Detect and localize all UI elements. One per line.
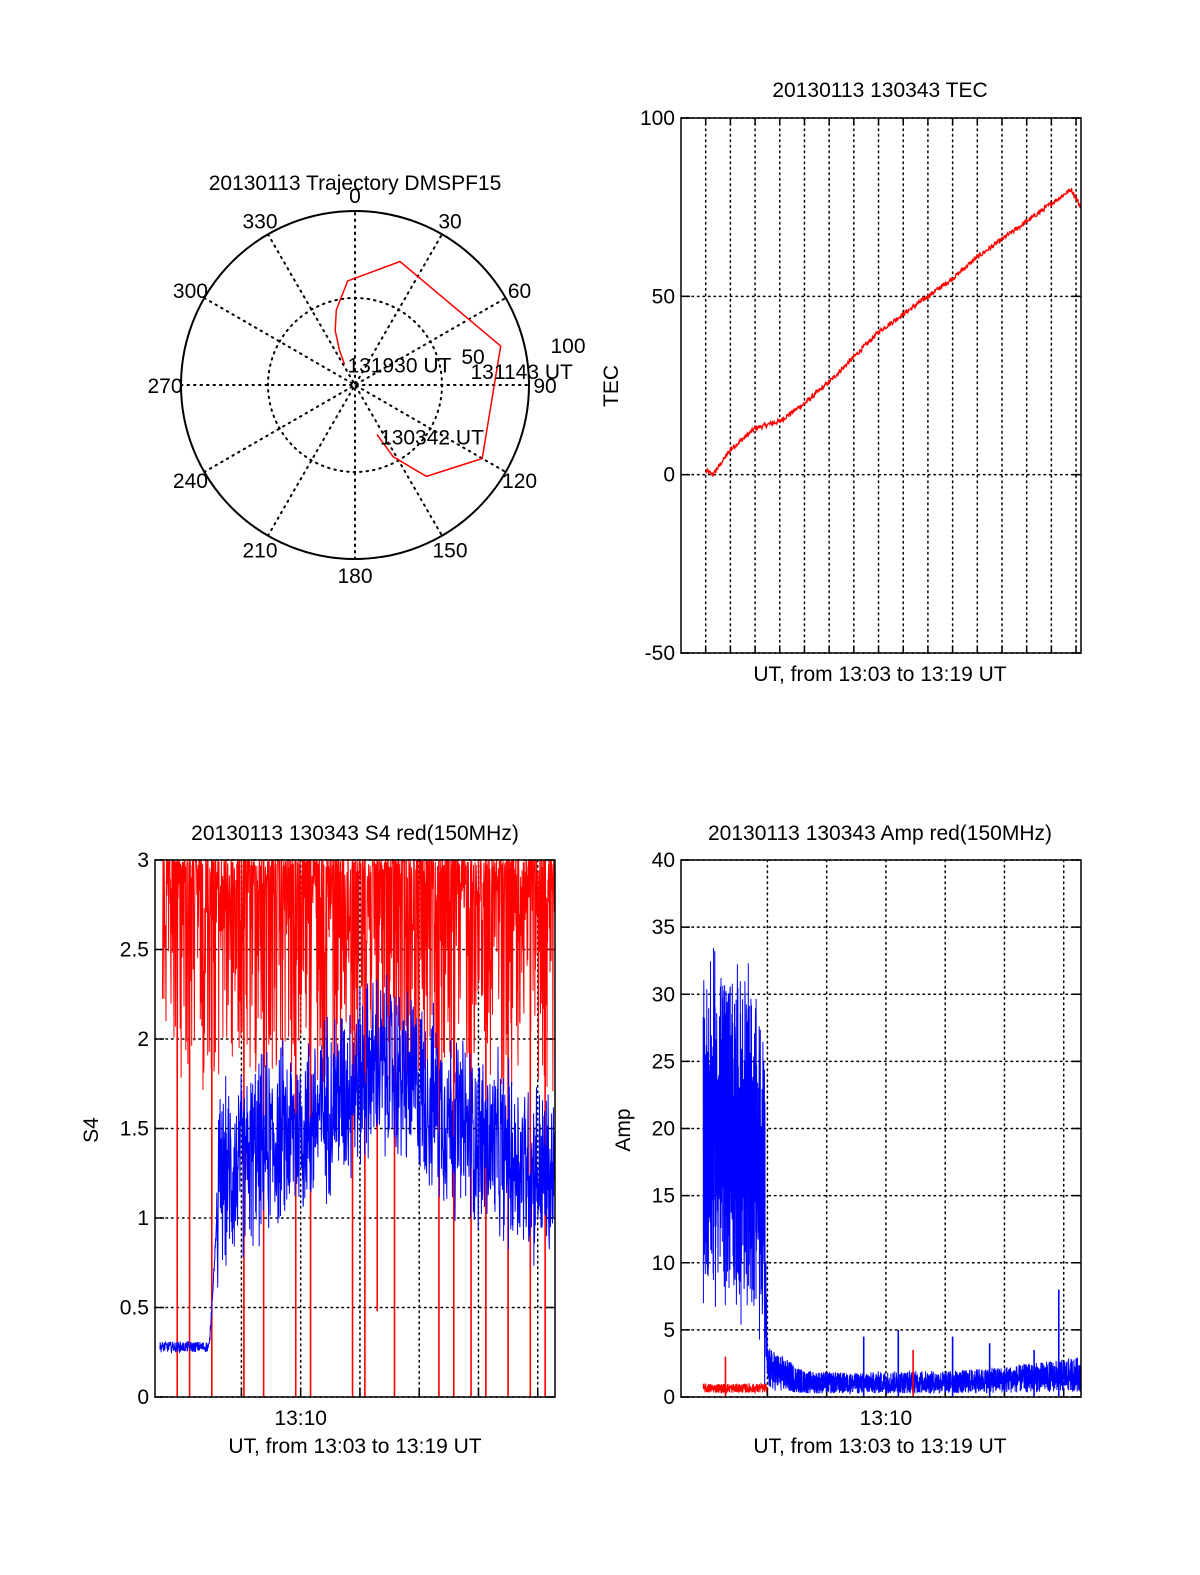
plot-frame	[154, 859, 556, 1398]
tec-chart: 20130113 130343 TEC UT, from 13:03 to 13…	[600, 79, 1082, 686]
y-tick-label: 30	[652, 983, 675, 1006]
azimuth-label: 300	[173, 280, 208, 303]
y-tick-label: 50	[652, 285, 675, 308]
s4-red-series-line	[161, 858, 556, 1093]
polar-grid	[180, 210, 530, 560]
y-tick-label: 35	[652, 916, 675, 939]
y-tick-label: 20	[652, 1118, 675, 1141]
y-tick-label: 0	[663, 1386, 675, 1409]
y-tick-label: 1.5	[120, 1118, 149, 1141]
trajectory-polar-plot: 20130113 Trajectory DMSPF15 0 30 60 90 120 15…	[147, 172, 585, 588]
s4-chart: 20130113 130343 S4 red(150MHz) UT, from …	[80, 822, 556, 1458]
y-tick-label: 5	[663, 1319, 675, 1342]
azimuth-label: 330	[242, 210, 277, 233]
azimuth-label: 60	[508, 280, 531, 303]
spoke-line	[203, 297, 507, 473]
s4-x-tick-label: 13:10	[274, 1407, 327, 1430]
y-tick-label: 2.5	[120, 939, 149, 962]
y-tick-label: 100	[640, 107, 675, 130]
y-tick-label: 25	[652, 1050, 675, 1073]
amp-x-tick-label: 13:10	[860, 1407, 913, 1430]
y-tick-label: 1	[137, 1207, 149, 1230]
s4-ylabel: S4	[80, 1117, 103, 1143]
amp-xlabel: UT, from 13:03 to 13:19 UT	[753, 1435, 1006, 1458]
amp-chart: 20130113 130343 Amp red(150MHz) UT, from…	[612, 822, 1082, 1458]
y-tick-label: 10	[652, 1252, 675, 1275]
azimuth-label: 120	[502, 470, 537, 493]
radial-label: 100	[550, 335, 585, 358]
y-tick-label: 0	[137, 1386, 149, 1409]
plot-frame	[680, 117, 1082, 654]
tec-title: 20130113 130343 TEC	[772, 79, 987, 102]
spoke-line	[267, 233, 443, 537]
azimuth-label: 0	[349, 185, 361, 208]
azimuth-label: 270	[147, 375, 182, 398]
azimuth-label: 180	[337, 565, 372, 588]
tec-ylabel: TEC	[600, 365, 623, 407]
s4-title: 20130113 130343 S4 red(150MHz)	[191, 822, 519, 845]
amp-blue-series-line	[702, 947, 1082, 1395]
trajectory-time-label: 131930 UT	[347, 354, 451, 377]
y-tick-label: 15	[652, 1185, 675, 1208]
amp-title: 20130113 130343 Amp red(150MHz)	[708, 822, 1052, 845]
trajectory-title: 20130113 Trajectory DMSPF15	[209, 172, 502, 195]
radial-label: 50	[461, 346, 484, 369]
azimuth-label: 240	[173, 470, 208, 493]
trajectory-series	[334, 260, 502, 478]
spoke-line	[267, 233, 443, 537]
y-tick-label: 0	[663, 464, 675, 487]
spoke-line	[203, 297, 507, 473]
azimuth-label: 150	[432, 540, 467, 563]
azimuth-label: 90	[533, 375, 556, 398]
s4-xlabel: UT, from 13:03 to 13:19 UT	[228, 1435, 481, 1458]
tec-series-line	[705, 188, 1082, 478]
y-tick-label: 40	[652, 849, 675, 872]
s4-blue-series-line	[159, 974, 556, 1354]
polar-labels: 0 30 60 90 120 150 180 210 240 270 300 330 50 100 1319…	[147, 185, 585, 588]
y-tick-label: -50	[645, 642, 675, 665]
trajectory-line	[334, 260, 502, 478]
azimuth-label: 210	[242, 540, 277, 563]
y-tick-label: 0.5	[120, 1297, 149, 1320]
y-tick-label: 2	[137, 1028, 149, 1051]
tec-xlabel: UT, from 13:03 to 13:19 UT	[753, 663, 1006, 686]
y-tick-label: 3	[137, 849, 149, 872]
plot-frame	[680, 859, 1082, 1398]
azimuth-label: 30	[438, 210, 461, 233]
trajectory-time-label: 131143 UT	[471, 361, 574, 384]
amp-ylabel: Amp	[612, 1108, 635, 1151]
trajectory-time-label: 130342 UT	[380, 426, 484, 449]
amp-red-series-line	[702, 1381, 768, 1395]
